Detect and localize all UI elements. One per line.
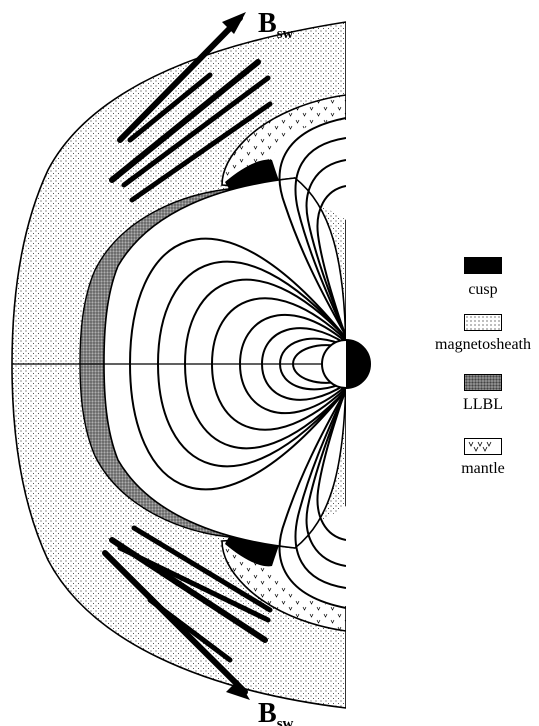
legend-label-magnetosheath: magnetosheath [435, 336, 531, 353]
closed-field-lines [128, 237, 346, 491]
magnetosheath-swatch [464, 314, 502, 331]
mantle-swatch [464, 438, 502, 455]
llbl-swatch [464, 374, 502, 391]
legend-label-cusp: cusp [468, 281, 498, 298]
bsw-label-bottom: Bsw [258, 698, 294, 726]
arrow-head-top [222, 12, 246, 34]
earth [321, 339, 371, 389]
cusp-swatch [464, 257, 502, 274]
solar-wind-field-lines-top [109, 15, 273, 203]
solar-wind-field-lines-bottom [102, 525, 273, 695]
open-field-lines [278, 117, 346, 609]
legend-label-llbl: LLBL [463, 396, 503, 413]
arrow-head-bottom [226, 680, 250, 700]
legend-label-mantle: mantle [461, 460, 505, 477]
bsw-label-top: Bsw [258, 8, 294, 42]
